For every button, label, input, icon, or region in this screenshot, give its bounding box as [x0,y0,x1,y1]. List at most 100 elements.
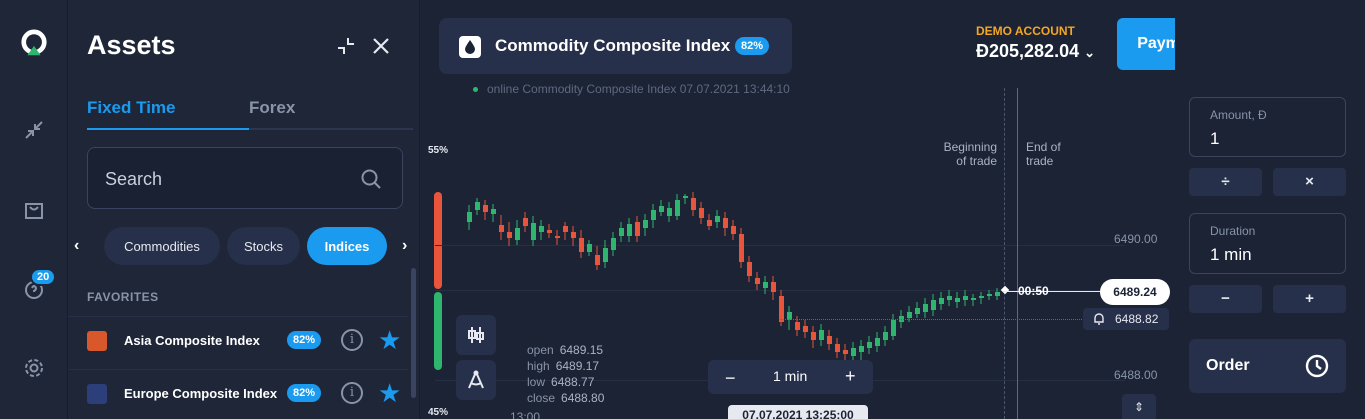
tab-forex[interactable]: Forex [249,98,296,117]
assets-title: Assets [87,30,176,60]
current-price-line [1003,291,1103,292]
chip-stocks[interactable]: Stocks [227,227,300,265]
search-placeholder: Search [105,169,163,189]
left-rail: 20 [0,0,68,419]
tab-fixed-time[interactable]: Fixed Time [87,98,176,117]
candle-body [707,220,712,226]
price-alert[interactable]: 6488.82 [1083,308,1169,330]
timeframe-minus-button[interactable]: − [725,368,736,388]
chart-type-button[interactable] [456,315,496,355]
candle-body [467,212,472,222]
trade-panel: Amount, Đ 1 ÷ × Duration 1 min − + Order [1175,0,1365,419]
candle-body [819,330,824,340]
candle-body [699,208,704,218]
trades-arrows-icon[interactable] [20,116,48,144]
ohlc-readout: open 6489.15 high 6489.17 low 6488.77 close… [527,342,604,406]
candle-body [675,200,680,216]
trade-end-line [1017,88,1018,419]
asset-selector-button[interactable]: Commodity Composite Index 82% [439,18,792,74]
ohlc-open-label: open [527,343,554,357]
candle-body [659,206,664,212]
candle-body [939,298,944,304]
logo-icon[interactable] [20,29,48,58]
duration-plus-button[interactable]: + [1273,285,1346,313]
candle-body [891,320,896,336]
candle-body [979,296,984,298]
candle-body [491,209,496,214]
assets-panel: Assets Fixed Time Forex Search ‹ Commodi… [68,0,420,419]
chip-indices[interactable]: Indices [307,227,387,265]
close-icon[interactable] [370,35,392,57]
candle-body [603,248,608,262]
chevron-down-icon: ⌄ [1084,45,1096,60]
drawing-tools-button[interactable] [456,360,496,400]
candle-body [843,350,848,354]
candle-body [963,296,968,300]
online-status: online Commodity Composite Index 07.07.2… [473,82,790,96]
candle-body [643,220,648,228]
beginning-of-trade-label: Beginning of trade [943,140,997,168]
down-percent: 45% [428,407,449,418]
candle-body [563,226,568,232]
candle-body [651,210,656,220]
candle-body [803,326,808,332]
ohlc-close: 6488.80 [561,391,605,405]
chevron-left-icon[interactable]: ‹ [74,237,80,254]
up-percent: 55% [428,145,449,156]
europe-flag-icon [87,384,107,404]
category-chips: ‹ Commodities Stocks Indices › [68,226,420,266]
timeframe-value: 1 min [773,368,808,384]
alert-price-line [780,319,1082,320]
sentiment-up-bar [434,192,442,289]
list-item[interactable]: Europe Composite Index 82% i ★ [68,369,408,419]
timeframe-plus-button[interactable]: + [845,366,856,386]
candle-body [523,218,528,226]
candle-body [867,342,872,348]
end-of-trade-label: End of trade [1026,140,1061,168]
chip-commodities[interactable]: Commodities [104,227,220,265]
market-bag-icon[interactable] [20,196,48,224]
chevron-right-icon[interactable]: › [402,237,408,254]
candle-body [779,296,784,322]
candle-body [587,244,592,252]
payout-badge: 82% [287,384,322,402]
duration-minus-button[interactable]: − [1189,285,1262,313]
amount-field[interactable]: Amount, Đ 1 [1189,97,1346,157]
amount-divide-button[interactable]: ÷ [1189,168,1262,196]
list-item[interactable]: Asia Composite Index 82% i ★ [68,316,408,366]
info-icon[interactable]: i [341,329,363,351]
chart-area: Commodity Composite Index 82% online Com… [420,0,1175,419]
candle-body [875,338,880,346]
star-icon[interactable]: ★ [378,378,402,408]
price-label: 6488.00 [1114,368,1158,382]
candle-body [483,205,488,212]
order-button[interactable]: Order [1189,339,1346,393]
settings-gear-icon[interactable] [20,354,48,382]
candle-body [971,298,976,300]
duration-field[interactable]: Duration 1 min [1189,213,1346,274]
candle-body [739,234,744,262]
star-icon[interactable]: ★ [378,325,402,355]
scrollbar[interactable] [411,268,416,398]
candle-body [763,282,768,288]
candle-body [947,296,952,300]
candle-body [747,262,752,276]
cursor-time-pill: 07.07.2021 13:25:00 [728,405,868,419]
favorites-label: FAVORITES [87,290,159,304]
candle-body [723,218,728,228]
candle-body [859,346,864,352]
candle-body [499,225,504,232]
clock-icon [1305,354,1329,378]
bell-icon [1094,313,1104,325]
asset-type-tabs: Fixed Time Forex [87,96,413,130]
account-balance[interactable]: Đ205,282.04 ⌄ [976,41,1095,62]
collapse-icon[interactable] [335,35,357,57]
search-input[interactable]: Search [87,147,403,209]
info-icon[interactable]: i [341,382,363,404]
candle-body [475,202,480,210]
amount-multiply-button[interactable]: × [1273,168,1346,196]
collapse-panel-button[interactable]: ⇕ [1122,394,1156,419]
candle-body [731,226,736,234]
notification-badge: 20 [30,268,57,286]
current-price-pill: 6489.24 [1100,279,1170,305]
